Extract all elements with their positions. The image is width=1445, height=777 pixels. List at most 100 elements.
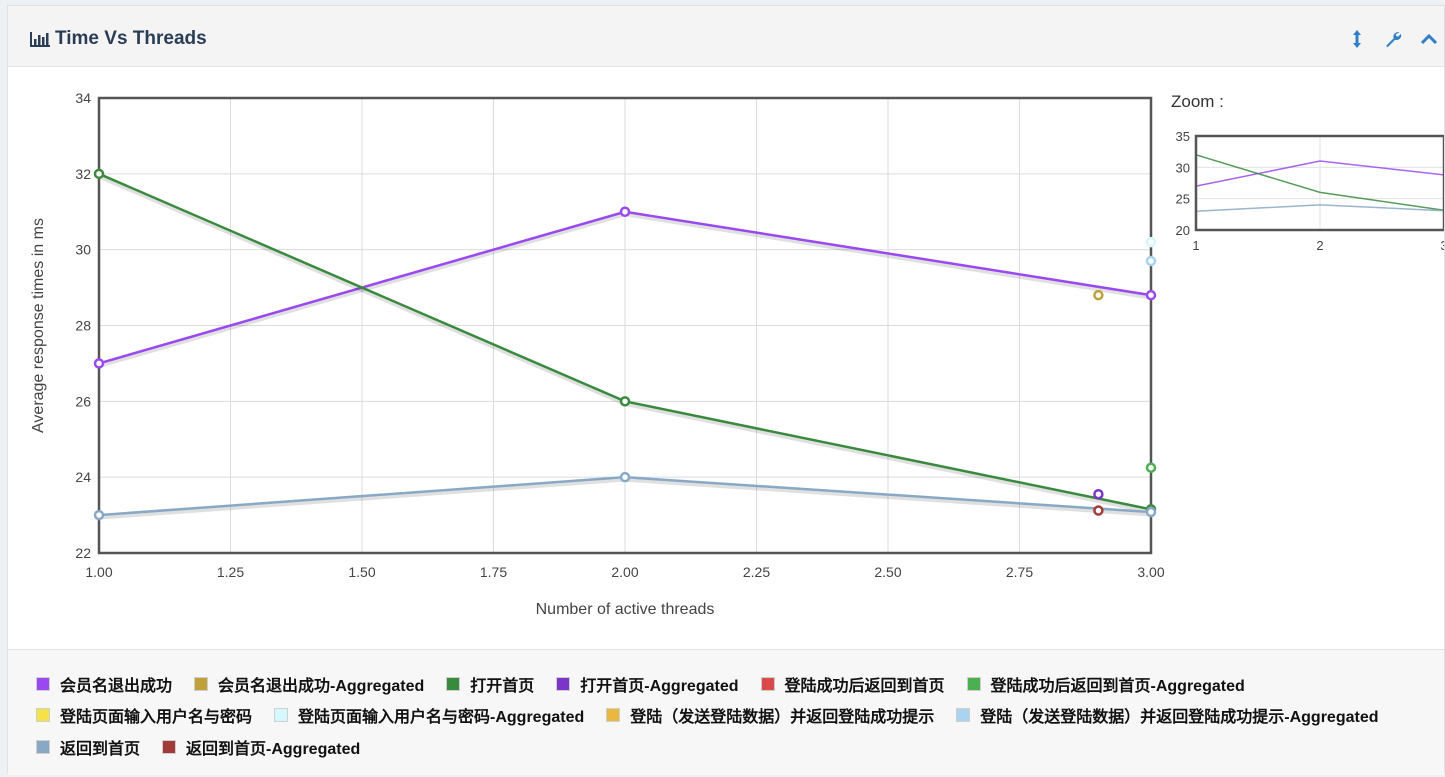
series-4	[1093, 488, 1104, 500]
x-tick-label: 1.25	[217, 564, 244, 580]
data-point	[1093, 289, 1104, 301]
zoom-y-tick-label: 35	[1176, 129, 1190, 144]
data-point	[1145, 289, 1157, 301]
zoom-chart: 20 25 30 35 1 2 3	[1176, 129, 1445, 253]
legend-swatch	[36, 677, 50, 691]
series-12	[1093, 505, 1104, 516]
legend-label: 返回到首页	[60, 741, 141, 758]
data-point	[93, 358, 105, 369]
y-tick-label: 30	[75, 242, 91, 258]
bar-chart-icon	[30, 32, 50, 47]
x-tick-label: 1.75	[480, 564, 507, 580]
legend-item[interactable]: 打开首页-Aggregated	[556, 672, 739, 696]
x-tick-label: 1.00	[85, 564, 112, 580]
zoom-x-tick-label: 3	[1440, 238, 1444, 253]
data-point	[1093, 505, 1104, 516]
x-tick-label: 3.00	[1137, 564, 1164, 580]
series-1	[93, 206, 1157, 369]
legend-label: 返回到首页-Aggregated	[186, 741, 361, 758]
resize-vertical-icon	[1353, 30, 1361, 48]
data-point	[93, 509, 105, 521]
series-8	[1145, 236, 1157, 248]
series-11	[93, 471, 1157, 521]
series-2	[1093, 289, 1104, 301]
legend-label: 会员名退出成功	[60, 678, 173, 695]
y-axis-label: Average response times in ms	[30, 218, 47, 433]
data-point	[1145, 255, 1157, 267]
wrench-icon	[1386, 32, 1402, 48]
legend-item[interactable]: 登陆（发送登陆数据）并返回登陆成功提示	[606, 703, 934, 727]
legend-item[interactable]: 登陆页面输入用户名与密码	[36, 703, 252, 727]
x-axis-label: Number of active threads	[536, 601, 715, 618]
zoom-series-line	[1195, 154, 1445, 212]
legend-swatch	[36, 708, 50, 722]
data-point	[1145, 506, 1157, 518]
zoom-y-tick-label: 30	[1176, 160, 1190, 175]
legend-label: 登陆页面输入用户名与密码	[60, 709, 253, 726]
legend-swatch	[606, 708, 621, 722]
legend-item[interactable]: 登陆（发送登陆数据）并返回登陆成功提示-Aggregated	[956, 703, 1379, 727]
y-tick-label: 28	[75, 318, 91, 334]
zoom-label: Zoom :	[1171, 92, 1224, 111]
series-6	[1145, 462, 1157, 473]
panel-tools	[1346, 28, 1440, 50]
legend-item[interactable]: 登陆成功后返回到首页	[760, 672, 945, 696]
y-tick-label: 34	[75, 90, 91, 106]
panel-title: Time Vs Threads	[55, 28, 207, 49]
settings-button[interactable]	[1382, 28, 1404, 50]
series-10	[1145, 255, 1157, 267]
legend-label: 登陆（发送登陆数据）并返回登陆成功提示-Aggregated	[980, 709, 1379, 726]
panel-header: Time Vs Threads	[8, 6, 1444, 67]
legend-item[interactable]: 登陆成功后返回到首页-Aggregated	[966, 672, 1245, 696]
legend-item[interactable]: 返回到首页	[36, 735, 140, 759]
zoom-x-tick-label: 2	[1316, 238, 1323, 253]
legend-swatch	[956, 708, 971, 722]
data-point	[619, 471, 631, 483]
y-tick-label: 24	[75, 469, 91, 485]
x-tick-label: 2.25	[743, 564, 770, 580]
y-tick-label: 22	[75, 545, 91, 561]
legend-item[interactable]: 会员名退出成功	[36, 672, 172, 696]
line-chart[interactable]: 1.00 1.25 1.50 1.75 2.00 2.25 2.50 2.75 3.00 22 24…	[8, 66, 1445, 648]
legend-label: 登陆页面输入用户名与密码-Aggregated	[298, 709, 585, 726]
legend-label: 打开首页-Aggregated	[580, 678, 739, 695]
x-tick-label: 1.50	[348, 564, 375, 580]
legend-label: 登陆成功后返回到首页	[784, 678, 945, 695]
legend-label: 登陆（发送登陆数据）并返回登陆成功提示	[630, 709, 935, 726]
legend-swatch	[446, 677, 461, 691]
legend-label: 登陆成功后返回到首页-Aggregated	[990, 678, 1245, 695]
legend-row-2: 登陆页面输入用户名与密码 登陆页面输入用户名与密码-Aggregated 登陆（发送…	[36, 703, 1401, 727]
data-point	[93, 168, 105, 180]
legend-row-1: 会员名退出成功 会员名退出成功-Aggregated 打开首页 打开首页-Aggreg…	[36, 672, 1267, 696]
legend-swatch	[966, 677, 981, 691]
legend-label: 打开首页	[470, 678, 535, 695]
zoom-y-tick-label: 20	[1176, 223, 1190, 238]
zoom-series-line	[1195, 160, 1445, 187]
x-tick-label: 2.00	[611, 564, 638, 580]
resize-vertical-button[interactable]	[1346, 28, 1368, 50]
data-point	[1145, 462, 1157, 473]
x-tick-label: 2.75	[1006, 564, 1033, 580]
legend: 会员名退出成功 会员名退出成功-Aggregated 打开首页 打开首页-Aggreg…	[8, 649, 1444, 775]
data-point	[1093, 488, 1104, 500]
legend-item[interactable]: 会员名退出成功-Aggregated	[194, 672, 424, 696]
panel-title-wrap: Time Vs Threads	[29, 28, 207, 50]
data-point	[619, 396, 631, 407]
grid	[98, 97, 1152, 554]
y-tick-label: 26	[75, 393, 91, 409]
legend-swatch	[36, 740, 50, 754]
plot-border	[97, 96, 1153, 555]
legend-item[interactable]: 返回到首页-Aggregated	[162, 735, 360, 759]
legend-item[interactable]: 登陆页面输入用户名与密码-Aggregated	[274, 703, 584, 727]
legend-row-3: 返回到首页 返回到首页-Aggregated	[36, 735, 382, 759]
chart-panel: Time Vs Threads 1.00 1.25 1.50 1.75 2.00 2.25…	[7, 5, 1445, 775]
zoom-y-tick-label: 25	[1176, 192, 1190, 207]
chevron-up-icon	[1420, 33, 1438, 45]
legend-item[interactable]: 打开首页	[446, 672, 534, 696]
legend-swatch	[194, 677, 209, 691]
legend-label: 会员名退出成功-Aggregated	[218, 678, 425, 695]
x-tick-label: 2.50	[874, 564, 901, 580]
legend-swatch	[760, 677, 775, 691]
collapse-button[interactable]	[1418, 28, 1440, 50]
data-point	[1145, 236, 1157, 248]
